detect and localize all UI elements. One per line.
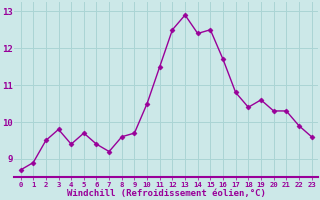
X-axis label: Windchill (Refroidissement éolien,°C): Windchill (Refroidissement éolien,°C) bbox=[67, 189, 266, 198]
